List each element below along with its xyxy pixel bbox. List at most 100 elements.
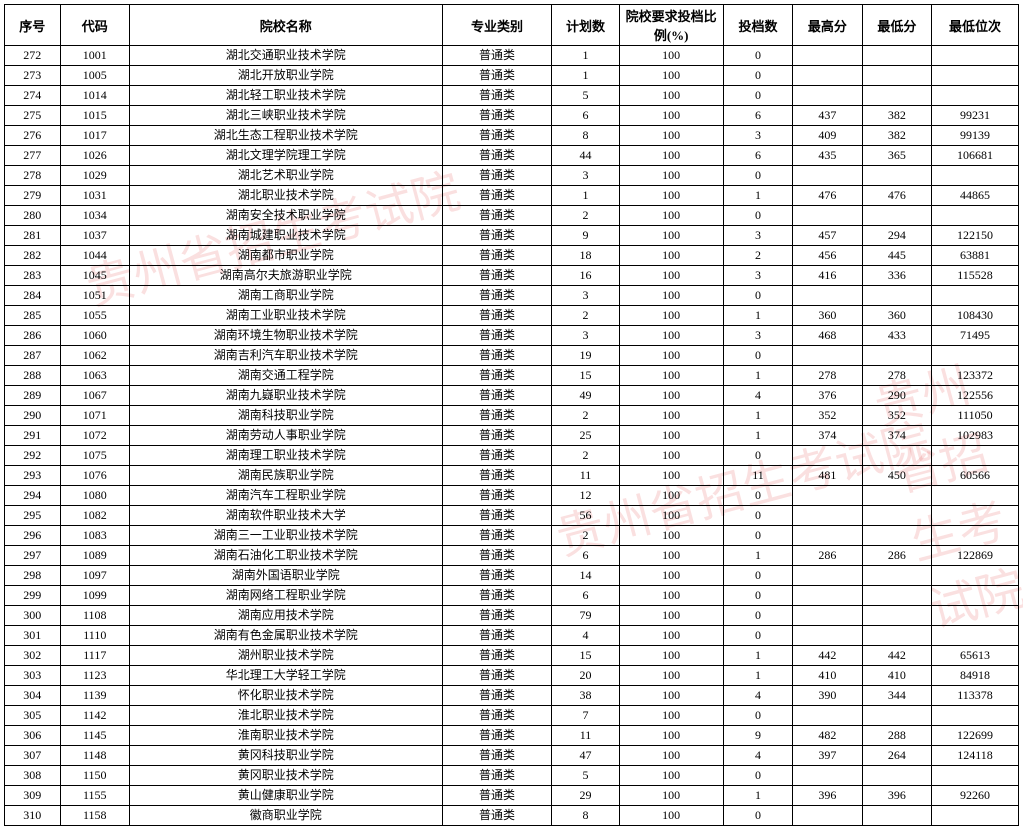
table-row: 2841051湖南工商职业学院普通类31000	[5, 286, 1019, 306]
cell-seq: 278	[5, 166, 61, 186]
cell-max	[793, 526, 862, 546]
cell-ratio: 100	[619, 546, 723, 566]
cell-min: 396	[862, 786, 931, 806]
cell-category: 普通类	[442, 246, 552, 266]
cell-filed: 1	[723, 546, 792, 566]
cell-ratio: 100	[619, 506, 723, 526]
cell-category: 普通类	[442, 306, 552, 326]
cell-filed: 0	[723, 526, 792, 546]
cell-ratio: 100	[619, 646, 723, 666]
table-row: 2861060湖南环境生物职业技术学院普通类3100346843371495	[5, 326, 1019, 346]
cell-max: 482	[793, 726, 862, 746]
cell-seq: 308	[5, 766, 61, 786]
cell-name: 湖南高尔夫旅游职业学院	[129, 266, 442, 286]
cell-name: 湖南外国语职业学院	[129, 566, 442, 586]
cell-code: 1075	[60, 446, 129, 466]
cell-plan: 12	[552, 486, 619, 506]
cell-filed: 1	[723, 186, 792, 206]
cell-category: 普通类	[442, 146, 552, 166]
table-row: 2751015湖北三峡职业技术学院普通类6100643738299231	[5, 106, 1019, 126]
cell-ratio: 100	[619, 446, 723, 466]
cell-ratio: 100	[619, 606, 723, 626]
table-row: 3081150黄冈职业技术学院普通类51000	[5, 766, 1019, 786]
cell-category: 普通类	[442, 806, 552, 826]
cell-code: 1099	[60, 586, 129, 606]
cell-code: 1083	[60, 526, 129, 546]
cell-filed: 0	[723, 486, 792, 506]
cell-filed: 4	[723, 686, 792, 706]
cell-code: 1117	[60, 646, 129, 666]
cell-min	[862, 46, 931, 66]
table-row: 2961083湖南三一工业职业技术学院普通类21000	[5, 526, 1019, 546]
cell-min: 286	[862, 546, 931, 566]
cell-category: 普通类	[442, 586, 552, 606]
cell-rank: 92260	[932, 786, 1019, 806]
cell-ratio: 100	[619, 366, 723, 386]
cell-code: 1031	[60, 186, 129, 206]
cell-rank: 122150	[932, 226, 1019, 246]
header-ratio: 院校要求投档比例(%)	[619, 5, 723, 46]
cell-name: 湖南理工职业技术学院	[129, 446, 442, 466]
cell-rank: 122699	[932, 726, 1019, 746]
cell-ratio: 100	[619, 166, 723, 186]
cell-filed: 0	[723, 566, 792, 586]
cell-ratio: 100	[619, 726, 723, 746]
cell-name: 湖北交通职业技术学院	[129, 46, 442, 66]
cell-min	[862, 766, 931, 786]
cell-filed: 6	[723, 146, 792, 166]
cell-seq: 302	[5, 646, 61, 666]
cell-code: 1062	[60, 346, 129, 366]
cell-rank	[932, 446, 1019, 466]
cell-rank: 122869	[932, 546, 1019, 566]
cell-max: 437	[793, 106, 862, 126]
cell-min	[862, 586, 931, 606]
cell-category: 普通类	[442, 726, 552, 746]
cell-plan: 2	[552, 406, 619, 426]
cell-plan: 16	[552, 266, 619, 286]
cell-filed: 3	[723, 326, 792, 346]
table-row: 3001108湖南应用技术学院普通类791000	[5, 606, 1019, 626]
cell-name: 湖南环境生物职业技术学院	[129, 326, 442, 346]
cell-seq: 309	[5, 786, 61, 806]
cell-ratio: 100	[619, 466, 723, 486]
cell-category: 普通类	[442, 766, 552, 786]
cell-code: 1072	[60, 426, 129, 446]
cell-seq: 274	[5, 86, 61, 106]
cell-plan: 8	[552, 806, 619, 826]
cell-seq: 294	[5, 486, 61, 506]
cell-rank	[932, 806, 1019, 826]
cell-ratio: 100	[619, 106, 723, 126]
cell-code: 1014	[60, 86, 129, 106]
cell-min: 336	[862, 266, 931, 286]
cell-name: 湖南网络工程职业学院	[129, 586, 442, 606]
cell-code: 1037	[60, 226, 129, 246]
cell-name: 湖南安全技术职业学院	[129, 206, 442, 226]
cell-code: 1110	[60, 626, 129, 646]
cell-filed: 1	[723, 786, 792, 806]
cell-max	[793, 486, 862, 506]
cell-plan: 20	[552, 666, 619, 686]
cell-name: 黄山健康职业学院	[129, 786, 442, 806]
cell-filed: 0	[723, 346, 792, 366]
cell-category: 普通类	[442, 366, 552, 386]
cell-category: 普通类	[442, 386, 552, 406]
table-row: 2951082湖南软件职业技术大学普通类561000	[5, 506, 1019, 526]
table-row: 2811037湖南城建职业技术学院普通类91003457294122150	[5, 226, 1019, 246]
header-rank: 最低位次	[932, 5, 1019, 46]
cell-plan: 3	[552, 166, 619, 186]
cell-plan: 25	[552, 426, 619, 446]
table-row: 2911072湖南劳动人事职业学院普通类251001374374102983	[5, 426, 1019, 446]
cell-min: 290	[862, 386, 931, 406]
cell-min	[862, 606, 931, 626]
cell-rank	[932, 286, 1019, 306]
cell-plan: 18	[552, 246, 619, 266]
cell-rank	[932, 626, 1019, 646]
cell-min	[862, 506, 931, 526]
cell-seq: 295	[5, 506, 61, 526]
cell-plan: 11	[552, 726, 619, 746]
cell-plan: 9	[552, 226, 619, 246]
table-row: 2741014湖北轻工职业技术学院普通类51000	[5, 86, 1019, 106]
cell-code: 1145	[60, 726, 129, 746]
cell-name: 湖南工商职业学院	[129, 286, 442, 306]
cell-category: 普通类	[442, 546, 552, 566]
